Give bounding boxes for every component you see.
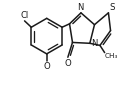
Text: N: N xyxy=(91,39,97,48)
Text: N: N xyxy=(77,3,84,12)
Text: CH₃: CH₃ xyxy=(105,53,118,59)
Text: O: O xyxy=(64,59,71,68)
Text: S: S xyxy=(109,3,115,12)
Text: O: O xyxy=(43,62,50,71)
Text: Cl: Cl xyxy=(20,11,28,20)
